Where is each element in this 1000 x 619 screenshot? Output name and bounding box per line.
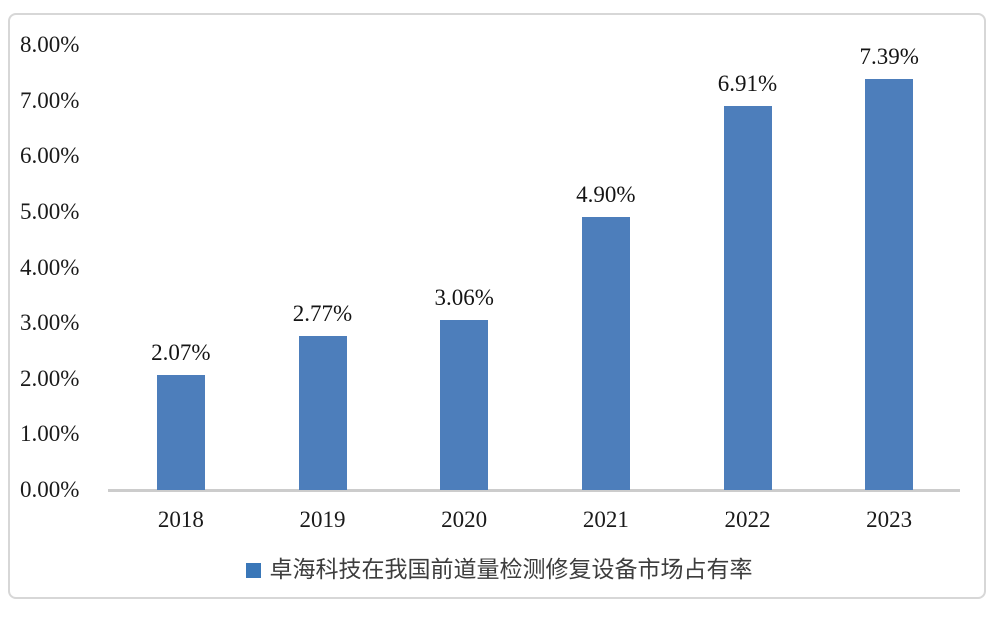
figure-border: [8, 13, 986, 599]
legend-label: 卓海科技在我国前道量检测修复设备市场占有率: [269, 557, 753, 582]
legend-square-icon: [245, 562, 261, 578]
bar: [865, 78, 914, 490]
legend: 卓海科技在我国前道量检测修复设备市场占有率: [8, 556, 990, 584]
x-tick-label: 2021: [582, 507, 629, 532]
x-tick-label: 2019: [299, 507, 346, 532]
x-tick-label: 2022: [724, 507, 771, 532]
y-tick-label: 7.00%: [20, 87, 80, 113]
bar: [298, 335, 347, 490]
bar-data-label: 3.06%: [434, 284, 494, 310]
x-tick-label: 2023: [866, 507, 913, 532]
y-tick-label: 3.00%: [20, 310, 80, 336]
y-tick-label: 2.00%: [20, 365, 80, 391]
y-tick-label: 8.00%: [20, 32, 80, 57]
bar: [723, 105, 772, 490]
bar: [440, 319, 489, 490]
x-axis-line: [108, 489, 960, 492]
x-tick-label: 2020: [441, 507, 488, 532]
y-tick-label: 1.00%: [20, 421, 80, 447]
bar-data-label: 4.90%: [576, 182, 636, 208]
y-tick-label: 5.00%: [20, 198, 80, 224]
bar: [581, 217, 630, 490]
bar-data-label: 6.91%: [717, 70, 778, 96]
bar-data-label: 2.07%: [151, 339, 211, 365]
y-tick-label: 4.00%: [20, 254, 80, 280]
y-tick-label: 6.00%: [20, 143, 80, 169]
x-tick-label: 2018: [157, 507, 204, 532]
bar: [156, 374, 205, 490]
bar-data-label: 7.39%: [859, 43, 919, 69]
bar-data-label: 2.77%: [292, 300, 353, 326]
y-tick-label: 0.00%: [20, 477, 80, 502]
